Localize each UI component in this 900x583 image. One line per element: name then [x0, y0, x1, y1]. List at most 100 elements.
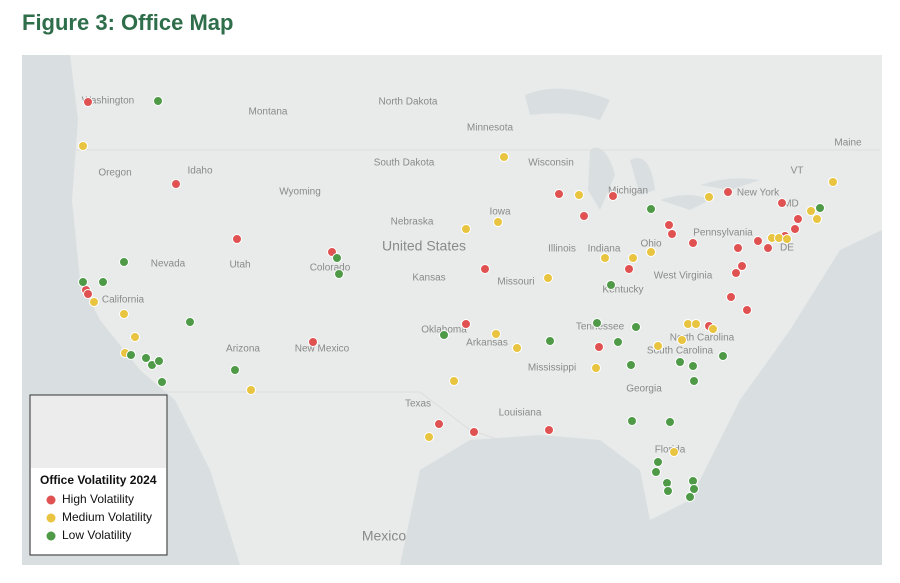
office-marker — [98, 277, 108, 287]
office-marker — [83, 289, 93, 299]
place-label: New Mexico — [295, 344, 350, 355]
office-marker — [653, 341, 663, 351]
place-label: Tennessee — [576, 322, 625, 333]
office-marker — [424, 432, 434, 442]
office-marker — [669, 447, 679, 457]
office-marker — [579, 211, 589, 221]
place-label: Oregon — [98, 168, 131, 179]
office-marker — [480, 264, 490, 274]
office-marker — [731, 268, 741, 278]
office-marker — [628, 253, 638, 263]
office-marker — [232, 234, 242, 244]
office-marker — [793, 214, 803, 224]
place-label: Nebraska — [391, 217, 434, 228]
place-label: Louisiana — [499, 408, 542, 419]
place-label: Pennsylvania — [693, 228, 753, 239]
office-marker — [608, 191, 618, 201]
office-marker — [591, 363, 601, 373]
office-marker — [733, 243, 743, 253]
office-marker — [171, 179, 181, 189]
office-marker — [545, 336, 555, 346]
place-label: Arizona — [226, 344, 260, 355]
place-label: North Carolina — [670, 333, 735, 344]
office-marker — [651, 467, 661, 477]
place-label: Utah — [229, 260, 250, 271]
office-marker — [594, 342, 604, 352]
place-label: Montana — [249, 107, 288, 118]
office-marker — [499, 152, 509, 162]
place-label: United States — [382, 238, 466, 254]
place-label: Kentucky — [602, 285, 643, 296]
legend-swatch — [46, 531, 56, 541]
office-marker — [130, 332, 140, 342]
office-marker — [726, 292, 736, 302]
office-marker — [763, 243, 773, 253]
office-marker — [626, 360, 636, 370]
office-marker — [185, 317, 195, 327]
legend-label: Medium Volatility — [62, 510, 152, 524]
place-label: West Virginia — [654, 271, 713, 282]
office-marker — [332, 253, 342, 263]
place-label: New York — [737, 188, 780, 199]
office-marker — [600, 253, 610, 263]
place-label: Georgia — [626, 384, 662, 395]
office-marker — [685, 492, 695, 502]
office-marker — [688, 238, 698, 248]
office-marker — [613, 337, 623, 347]
office-marker — [78, 141, 88, 151]
office-marker — [646, 204, 656, 214]
legend-title: Office Volatility 2024 — [40, 473, 157, 487]
office-marker — [126, 350, 136, 360]
legend-label: Low Volatility — [62, 528, 131, 542]
office-marker — [664, 220, 674, 230]
office-marker — [689, 376, 699, 386]
great-lakes — [525, 88, 760, 210]
place-label: Nevada — [151, 259, 186, 270]
office-marker — [691, 319, 701, 329]
office-marker — [592, 318, 602, 328]
office-marker — [627, 416, 637, 426]
place-label: Washington — [82, 96, 134, 107]
place-label: South Dakota — [374, 158, 435, 169]
office-marker — [574, 190, 584, 200]
atlantic-gulf — [400, 230, 882, 565]
office-marker — [308, 337, 318, 347]
office-marker — [469, 427, 479, 437]
figure-title: Figure 3: Office Map — [22, 10, 234, 35]
office-marker — [78, 277, 88, 287]
office-marker — [449, 376, 459, 386]
office-marker — [157, 377, 167, 387]
office-marker — [624, 264, 634, 274]
office-marker — [812, 214, 822, 224]
office-marker — [83, 97, 93, 107]
office-marker — [689, 484, 699, 494]
office-marker — [434, 419, 444, 429]
place-label: Ohio — [640, 239, 662, 250]
office-marker — [606, 280, 616, 290]
office-marker — [737, 261, 747, 271]
office-marker — [512, 343, 522, 353]
place-label: Minnesota — [467, 123, 514, 134]
office-marker — [493, 217, 503, 227]
border — [70, 149, 880, 441]
place-label: Mexico — [362, 528, 407, 544]
office-marker — [753, 236, 763, 246]
office-marker — [334, 269, 344, 279]
place-label: Kansas — [412, 273, 445, 284]
office-marker — [704, 192, 714, 202]
office-marker — [461, 224, 471, 234]
place-label: Wyoming — [279, 187, 321, 198]
office-marker — [653, 457, 663, 467]
office-marker — [554, 189, 564, 199]
place-label: Maine — [834, 138, 862, 149]
office-marker — [119, 309, 129, 319]
legend-swatch — [46, 513, 56, 523]
office-marker — [631, 322, 641, 332]
office-marker — [806, 206, 816, 216]
place-label: California — [102, 295, 145, 306]
place-label: VT — [791, 166, 804, 177]
office-marker — [461, 319, 471, 329]
office-marker — [153, 96, 163, 106]
